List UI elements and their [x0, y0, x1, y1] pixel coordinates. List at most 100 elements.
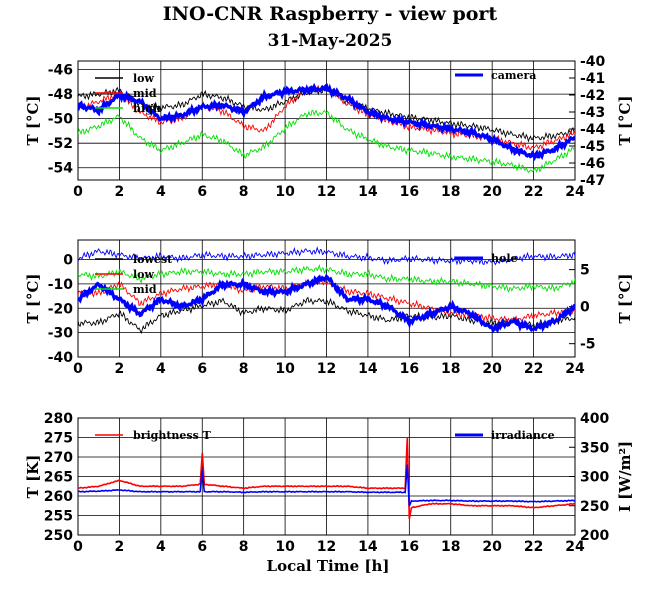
- x-tick-label: 14: [358, 361, 378, 377]
- series-line-camera: [78, 82, 575, 162]
- x-tick-label: 8: [239, 184, 249, 200]
- y-axis-label: T [K]: [24, 455, 42, 499]
- x-tick-label: 10: [275, 539, 295, 555]
- x-tick-label: 0: [73, 361, 83, 377]
- y2-tick-label: -43: [580, 105, 605, 121]
- x-tick-label: 4: [156, 184, 166, 200]
- legend-label: mid: [133, 87, 157, 100]
- series-line-hole-thick: [78, 273, 575, 334]
- y2-tick-label: -45: [580, 139, 605, 155]
- legend-label: lowest: [133, 253, 173, 266]
- y2-tick-label: -46: [580, 156, 605, 172]
- x-tick-label: 22: [524, 539, 543, 555]
- x-tick-label: 6: [197, 539, 207, 555]
- x-tick-label: 0: [73, 539, 83, 555]
- x-tick-label: 20: [482, 361, 502, 377]
- y2-tick-label: 350: [580, 440, 609, 456]
- y2-axis-label: I [W/m²]: [616, 441, 634, 512]
- y2-tick-label: 400: [580, 411, 609, 427]
- legend-label: camera: [491, 69, 536, 82]
- series-line-high: [78, 109, 575, 174]
- x-tick-label: 2: [115, 539, 125, 555]
- y2-tick-label: -42: [580, 88, 605, 104]
- series-line-brightness T: [78, 437, 575, 520]
- legend-label: low: [133, 72, 155, 85]
- chart-title: INO-CNR Raspberry - view port: [163, 3, 498, 25]
- x-tick-label: 12: [317, 361, 336, 377]
- x-tick-label: 18: [441, 539, 460, 555]
- x-tick-label: 10: [275, 361, 295, 377]
- y2-tick-label: -44: [580, 122, 606, 138]
- x-tick-label: 14: [358, 184, 378, 200]
- x-tick-label: 2: [115, 361, 125, 377]
- y-tick-label: -30: [48, 326, 74, 342]
- x-tick-label: 22: [524, 361, 543, 377]
- chart-subtitle: 31-May-2025: [268, 31, 393, 51]
- x-tick-label: 20: [482, 539, 502, 555]
- y-tick-label: -40: [48, 350, 74, 366]
- y-tick-label: 250: [44, 528, 73, 544]
- series-line-irradiance: [78, 464, 575, 507]
- y2-tick-label: 5: [580, 263, 590, 279]
- panel-1: 0 2 4 6 8 10 12 14 16 18 20 22 24-46-48-50-52-54-40-…: [24, 54, 634, 200]
- x-tick-label: 24: [565, 361, 585, 377]
- legend-label: hole: [491, 252, 518, 265]
- y-axis-label: T [°C]: [24, 273, 42, 323]
- x-tick-label: 14: [358, 539, 378, 555]
- legend-label: low: [133, 268, 155, 281]
- x-tick-label: 16: [400, 361, 419, 377]
- x-tick-label: 24: [565, 184, 585, 200]
- y2-tick-label: 300: [580, 470, 609, 486]
- y2-tick-label: -47: [580, 173, 605, 189]
- series-line-lowest: [78, 296, 575, 335]
- y-tick-label: 255: [44, 509, 73, 525]
- chart-panels: 0 2 4 6 8 10 12 14 16 18 20 22 24-46-48-50-52-54-40-…: [24, 54, 634, 555]
- y2-tick-label: -41: [580, 71, 605, 87]
- y-tick-label: 0: [63, 253, 73, 269]
- y-tick-label: 265: [44, 470, 73, 486]
- y-tick-label: -46: [48, 63, 73, 79]
- x-tick-label: 8: [239, 361, 249, 377]
- y2-tick-label: 250: [580, 499, 609, 515]
- legend-label: mid: [133, 283, 157, 296]
- x-tick-label: 24: [565, 539, 585, 555]
- legend-label: irradiance: [491, 429, 555, 442]
- y-tick-label: -50: [48, 112, 74, 128]
- x-tick-label: 16: [400, 539, 419, 555]
- series-line-mid: [78, 264, 575, 293]
- y2-axis-label: T [°C]: [616, 95, 634, 145]
- y-tick-label: 280: [44, 411, 73, 427]
- y2-tick-label: -5: [580, 337, 596, 353]
- legend-label: brightness T: [133, 429, 212, 442]
- x-tick-label: 12: [317, 539, 336, 555]
- series-line-hole: [78, 246, 575, 266]
- y-tick-label: 260: [44, 489, 73, 505]
- x-tick-label: 4: [156, 361, 166, 377]
- y-tick-label: 275: [44, 431, 73, 447]
- x-tick-label: 18: [441, 184, 460, 200]
- y-axis-label: T [°C]: [24, 95, 42, 145]
- y2-tick-label: 200: [580, 528, 609, 544]
- y-tick-label: -52: [48, 136, 73, 152]
- x-tick-label: 2: [115, 184, 125, 200]
- series-line-low: [78, 278, 575, 324]
- x-tick-label: 22: [524, 184, 543, 200]
- x-tick-label: 8: [239, 539, 249, 555]
- y-tick-label: -54: [48, 161, 74, 177]
- panel-2: 0 2 4 6 8 10 12 14 16 18 20 22 240-10-20-30-4050-5T …: [24, 239, 634, 377]
- x-tick-label: 20: [482, 184, 502, 200]
- y-tick-label: -10: [48, 277, 74, 293]
- x-tick-label: 10: [275, 184, 295, 200]
- y2-tick-label: 0: [580, 300, 590, 316]
- x-tick-label: 16: [400, 184, 419, 200]
- panel-3: 0 2 4 6 8 10 12 14 16 18 20 22 242802752702652602552…: [24, 411, 634, 555]
- x-tick-label: 6: [197, 184, 207, 200]
- x-tick-label: 6: [197, 361, 207, 377]
- y-tick-label: -20: [48, 301, 74, 317]
- x-axis-label: Local Time [h]: [267, 557, 390, 575]
- legend-label: high: [133, 102, 161, 115]
- y-tick-label: 270: [44, 450, 73, 466]
- x-tick-label: 0: [73, 184, 83, 200]
- x-tick-label: 4: [156, 539, 166, 555]
